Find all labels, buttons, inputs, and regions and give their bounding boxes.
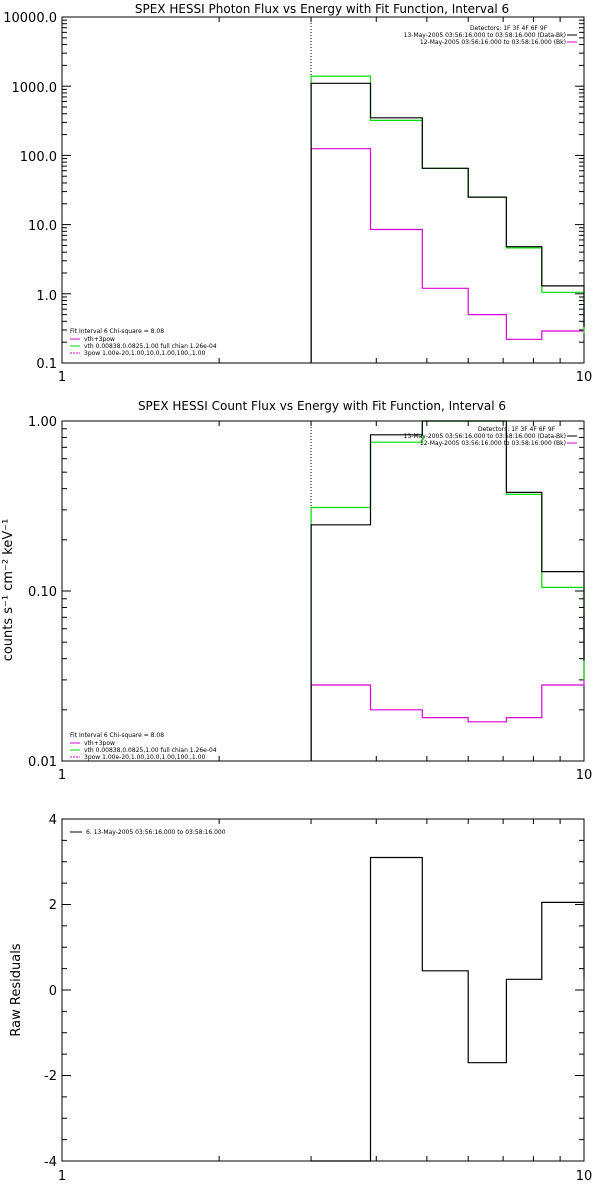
photon-y-tick-0-1: 0.1: [36, 357, 57, 372]
residuals-series-layer: [311, 856, 585, 1162]
residuals-y-axis-label: Raw Residuals: [9, 943, 24, 1036]
photon-fit-legend-1: vth+3pow: [84, 336, 115, 343]
count-fit-legend-2: vth 0.00838,0.0825,1.00 full chian 1.26e…: [84, 747, 217, 754]
photon-minor-ticks: [61, 16, 585, 364]
residuals-y-tick-2: 2: [49, 898, 57, 913]
count-plot-frame: [61, 420, 585, 762]
residuals-legend-label: 6. 13-May-2005 03:56:16.000 to 03:58:16.…: [86, 829, 226, 836]
residuals-plot-frame: [61, 818, 585, 1162]
residuals-minor-ticks: [61, 818, 585, 1162]
count-legend-bk-label: 12-May-2005 03:56:16.000 to 03:58:16.000…: [420, 440, 566, 447]
photon-y-tick-10: 10.0: [28, 219, 57, 234]
photon-series-fit-model: [310, 75, 585, 363]
residuals-y-tick-0: 0: [49, 984, 57, 999]
count-flux-panel: SPEX HESSI Count Flux vs Energy with Fit…: [1, 399, 592, 783]
photon-detectors-label: Detectors: 1F 3F 4F 6F 9F: [470, 25, 548, 32]
count-y-tick-0-01: 0.01: [28, 755, 57, 770]
photon-y-tick-10000: 10000.0: [3, 11, 57, 26]
photon-x-tick-10: 10: [576, 370, 593, 385]
photon-y-tick-100: 100.0: [20, 150, 57, 165]
count-flux-title: SPEX HESSI Count Flux vs Energy with Fit…: [138, 399, 506, 413]
residuals-x-tick-1: 1: [58, 1169, 66, 1184]
residuals-x-tick-10: 10: [576, 1169, 593, 1184]
photon-series-data-minus-bk: [310, 82, 585, 363]
residuals-panel: 4 2 0 -2 -4 1 10 Raw Residuals 6. 13-May…: [9, 813, 592, 1184]
photon-plot-frame: [61, 16, 585, 364]
photon-legend-bk-label: 12-May-2005 03:56:16.000 to 03:58:16.000…: [420, 39, 566, 46]
count-fit-legend-1: vth+3pow: [84, 740, 115, 747]
count-fit-legend-0: Fit Interval 6 Chi-square = 8.08: [70, 732, 164, 739]
photon-y-tick-1: 1.0: [36, 289, 57, 304]
photon-y-tick-1000: 1000.0: [12, 81, 58, 96]
residuals-y-tick-neg4: -4: [44, 1155, 57, 1170]
count-x-tick-1: 1: [58, 768, 66, 783]
count-series-layer: [310, 420, 585, 761]
photon-fit-legend-2: vth 0.00838,0.0825,1.00 full chian 1.26e…: [84, 343, 217, 350]
photon-series-background: [310, 148, 585, 363]
count-x-tick-10: 10: [576, 768, 593, 783]
count-legend-data-label: 13-May-2005 03:56:16.000 to 03:58:16.000…: [404, 433, 566, 440]
photon-fit-legend-0: Fit Interval 6 Chi-square = 8.08: [70, 328, 164, 335]
count-minor-ticks: [61, 420, 585, 762]
count-y-tick-0-1: 0.10: [28, 585, 57, 600]
count-detectors-label: Detectors: 1F 3F 4F 6F 9F: [478, 426, 556, 433]
residuals-y-tick-4: 4: [49, 813, 57, 828]
photon-series-layer: [310, 17, 585, 363]
photon-flux-title: SPEX HESSI Photon Flux vs Energy with Fi…: [135, 2, 509, 16]
count-series-fit-model: [310, 420, 585, 761]
count-fit-legend-3: 3pow 1.00e-20,1.00,10.0,1.00,100.,1.00: [84, 754, 205, 761]
residuals-series-residuals: [311, 856, 585, 1162]
residuals-y-tick-neg2: -2: [44, 1069, 57, 1084]
photon-flux-panel: SPEX HESSI Photon Flux vs Energy with Fi…: [3, 2, 592, 385]
count-y-axis-label: counts s⁻¹ cm⁻² keV⁻¹: [1, 519, 16, 662]
photon-x-tick-1: 1: [58, 370, 66, 385]
photon-fit-legend-3: 3pow 1.00e-20,1.00,10.0,1.00,100.,1.00: [84, 350, 205, 357]
count-series-background: [310, 613, 585, 761]
count-series-data-minus-bk: [310, 420, 585, 761]
count-y-tick-1: 1.00: [28, 415, 57, 430]
photon-legend-data-label: 13-May-2005 03:56:16.000 to 03:58:16.000…: [404, 32, 566, 39]
